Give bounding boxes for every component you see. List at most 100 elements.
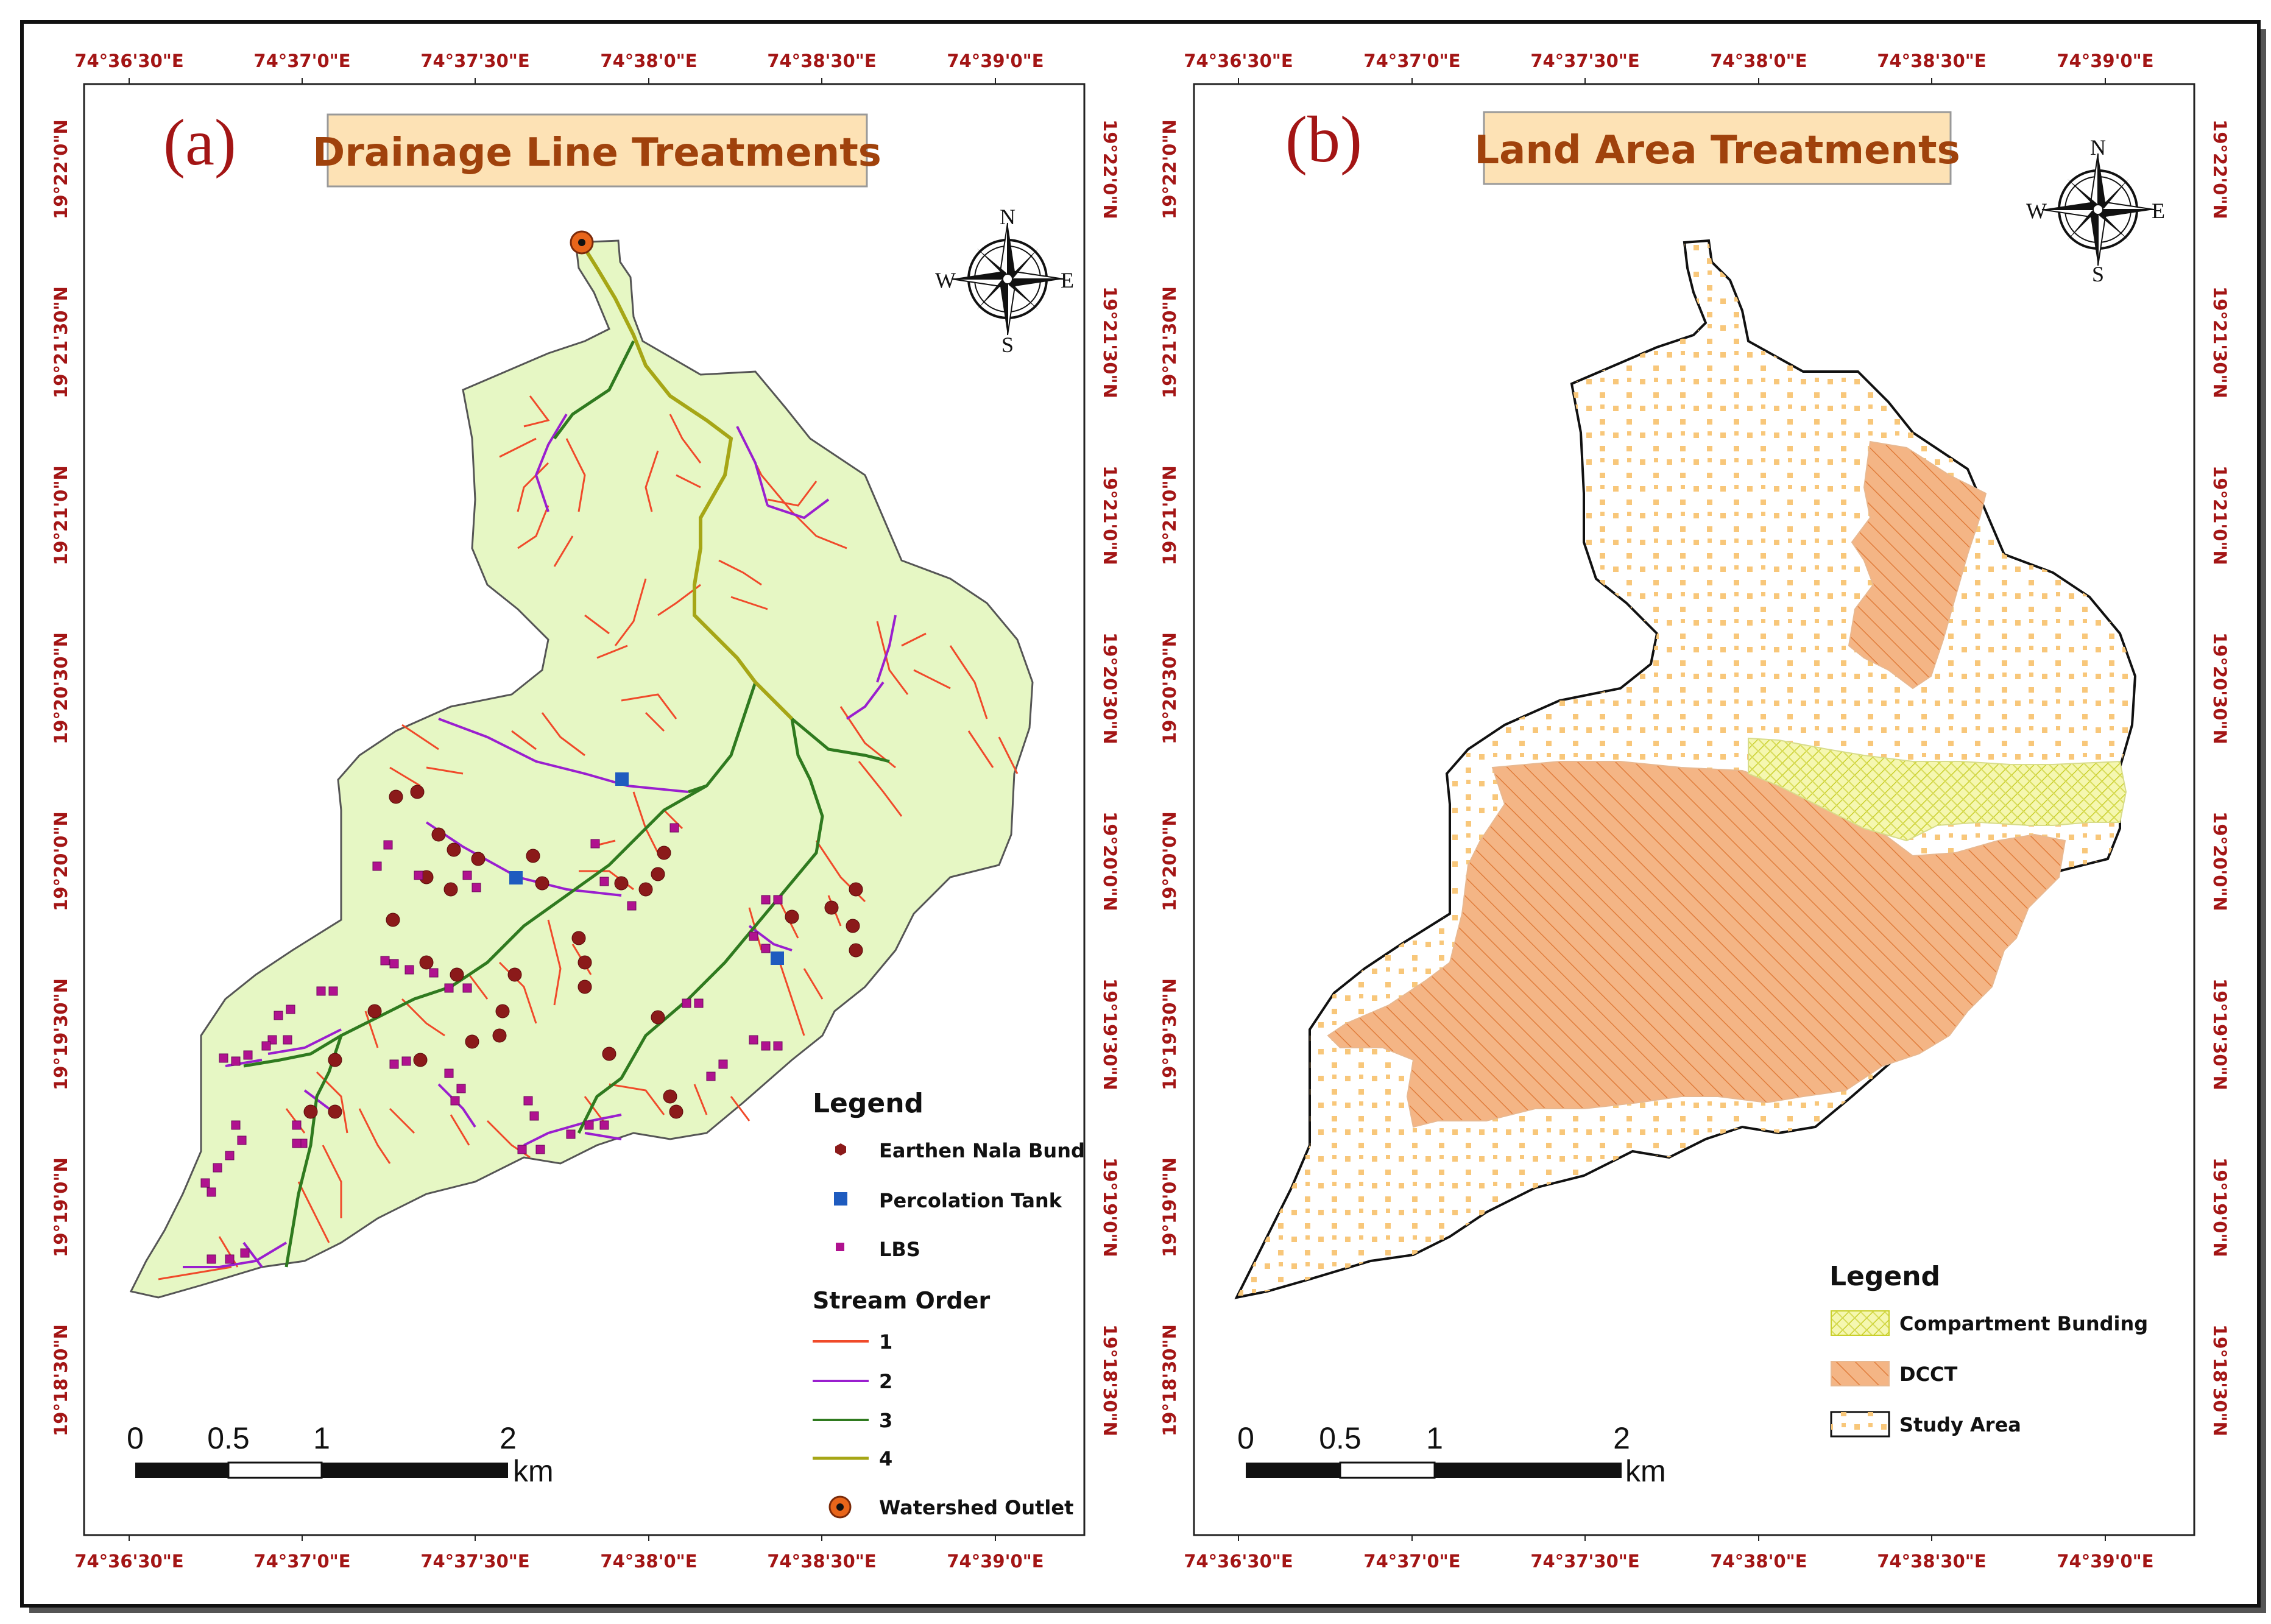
b-lat-left-2: 19°21'30"N — [1159, 286, 1180, 398]
b-scale-2: 2 — [1613, 1421, 1630, 1455]
streams-order-1 — [158, 395, 1019, 1280]
b-lat-left-5: 19°20'0"N — [1159, 811, 1180, 911]
a-lat-left-5: 19°20'0"N — [51, 811, 71, 911]
b-lat-right-2: 19°21'30"N — [2209, 286, 2230, 398]
legend-compartment-bunding: Compartment Bunding — [1899, 1312, 2148, 1335]
panel-b-compass-e: E — [2152, 199, 2165, 223]
legend-stream-1: 1 — [879, 1330, 892, 1354]
a-scale-unit: km — [513, 1454, 554, 1488]
legend-stream-2: 2 — [879, 1370, 892, 1393]
a-lon-bottom-1: 74°36'30"E — [74, 1551, 183, 1572]
b-lat-right-1: 19°22'0"N — [2209, 119, 2230, 219]
legend-study-area-dots — [1831, 1412, 1889, 1436]
b-lon-bottom-3: 74°37'30"E — [1530, 1551, 1639, 1572]
earthen-nala-bunds — [303, 785, 863, 1119]
b-lat-left-3: 19°21'0"N — [1159, 465, 1180, 565]
a-lat-left-4: 19°20'30"N — [51, 632, 71, 744]
b-lat-left-4: 19°20'30"N — [1159, 632, 1180, 744]
panel-b-legend-title: Legend — [1829, 1261, 1940, 1292]
panel-b-title-box — [1483, 111, 1952, 185]
b-lon-top-5: 74°38'30"E — [1877, 51, 1986, 71]
panel-a-legend: Legend Earthen Nala Bund Percolation Tan… — [813, 1088, 1085, 1519]
b-lat-right-6: 19°19'30"N — [2209, 978, 2230, 1090]
panel-a-title-box — [327, 113, 868, 188]
panel-a-scale-bar: 0 0.5 1 2 km — [127, 1421, 554, 1488]
b-lat-left-7: 19°19'0"N — [1159, 1157, 1180, 1257]
legend-dcct-swatch — [1831, 1361, 1890, 1386]
panel-b-dcct-main — [1327, 761, 2066, 1128]
a-lat-right-6: 19°19'30"N — [1100, 978, 1120, 1090]
legend-earthen-nala-bund: Earthen Nala Bund — [879, 1139, 1085, 1162]
b-lon-top-4: 74°38'0"E — [1710, 51, 1807, 71]
panel-b-letter: (b) — [1285, 104, 1362, 176]
legend-percolation-tank-swatch — [834, 1192, 847, 1206]
b-scale-0: 0 — [1237, 1421, 1254, 1455]
b-lon-top-1: 74°36'30"E — [1184, 51, 1293, 71]
a-lon-bottom-3: 74°37'30"E — [420, 1551, 529, 1572]
a-lon-bottom-5: 74°38'30"E — [767, 1551, 876, 1572]
b-lat-right-4: 19°20'30"N — [2209, 632, 2230, 744]
a-lat-left-6: 19°19'30"N — [51, 978, 71, 1090]
legend-lbs-swatch — [836, 1243, 844, 1251]
b-lat-left-6: 19°19'30"N — [1159, 978, 1180, 1090]
a-scale-2: 2 — [500, 1421, 517, 1455]
b-lon-top-6: 74°39'0"E — [2057, 51, 2153, 71]
a-lat-right-7: 19°19'0"N — [1100, 1157, 1120, 1257]
streams-order-4 — [580, 242, 794, 721]
panel-b: 74°36'30"E 74°37'0"E 74°37'30"E 74°38'0"… — [1159, 51, 2230, 1572]
panel-b-ticks — [1238, 78, 2106, 1541]
a-lon-top-1: 74°36'30"E — [74, 51, 183, 71]
panel-a-compass-s: S — [1001, 333, 1014, 357]
b-lat-right-3: 19°21'0"N — [2209, 465, 2230, 565]
a-scale-1: 1 — [313, 1421, 330, 1455]
a-scale-05: 0.5 — [207, 1421, 250, 1455]
legend-stream-4: 4 — [879, 1447, 892, 1470]
b-scale-unit: km — [1625, 1454, 1666, 1488]
legend-watershed-outlet: Watershed Outlet — [879, 1496, 1073, 1519]
legend-stream-order-title: Stream Order — [813, 1287, 991, 1314]
b-lon-bottom-1: 74°36'30"E — [1184, 1551, 1293, 1572]
b-lon-bottom-6: 74°39'0"E — [2057, 1551, 2153, 1572]
panel-a-title: Drainage Line Treatments — [313, 130, 881, 175]
a-lon-bottom-2: 74°37'0"E — [253, 1551, 350, 1572]
a-lat-left-8: 19°18'30"N — [51, 1324, 71, 1436]
legend-lbs: LBS — [879, 1238, 920, 1261]
panel-b-compass-s: S — [2092, 262, 2104, 286]
a-lat-right-2: 19°21'30"N — [1100, 286, 1120, 398]
panel-b-title: Land Area Treatments — [1474, 128, 1960, 173]
a-lat-left-2: 19°21'30"N — [51, 286, 71, 398]
legend-study-area: Study Area — [1899, 1413, 2021, 1436]
b-scale-05: 0.5 — [1319, 1421, 1362, 1455]
panel-b-scale-bar: 0 0.5 1 2 km — [1237, 1421, 1666, 1488]
b-scale-1: 1 — [1426, 1421, 1443, 1455]
panel-a-compass-n: N — [1000, 205, 1015, 229]
legend-watershed-outlet-dot — [836, 1503, 844, 1511]
b-lat-right-7: 19°19'0"N — [2209, 1157, 2230, 1257]
a-lat-left-7: 19°19'0"N — [51, 1157, 71, 1257]
b-lon-bottom-4: 74°38'0"E — [1710, 1551, 1807, 1572]
a-lon-top-4: 74°38'0"E — [600, 51, 697, 71]
a-lat-left-1: 19°22'0"N — [51, 119, 71, 219]
b-lon-top-3: 74°37'30"E — [1530, 51, 1639, 71]
a-lon-top-3: 74°37'30"E — [420, 51, 529, 71]
a-lat-right-8: 19°18'30"N — [1100, 1324, 1120, 1436]
panel-b-compass-n: N — [2090, 135, 2106, 160]
a-scale-0: 0 — [127, 1421, 144, 1455]
a-lon-bottom-6: 74°39'0"E — [947, 1551, 1044, 1572]
b-lat-left-1: 19°22'0"N — [1159, 119, 1180, 219]
percolation-tanks — [509, 772, 784, 965]
panel-a-compass-e: E — [1061, 268, 1074, 292]
a-lat-right-5: 19°20'0"N — [1100, 811, 1120, 911]
a-lon-top-6: 74°39'0"E — [947, 51, 1044, 71]
panel-b-dcct-upper — [1848, 440, 1987, 690]
panel-a-ticks — [129, 78, 996, 1541]
a-lat-right-1: 19°22'0"N — [1100, 119, 1120, 219]
a-lat-right-3: 19°21'0"N — [1100, 465, 1120, 565]
legend-earthen-nala-bund-swatch — [835, 1143, 846, 1156]
a-lat-left-3: 19°21'0"N — [51, 465, 71, 565]
panel-a-compass-w: W — [935, 268, 956, 292]
legend-compartment-bunding-swatch — [1831, 1310, 1890, 1336]
panel-b-compartment-bunding — [1748, 737, 2127, 842]
b-lat-right-5: 19°20'0"N — [2209, 811, 2230, 911]
lbs-structures — [200, 823, 783, 1264]
